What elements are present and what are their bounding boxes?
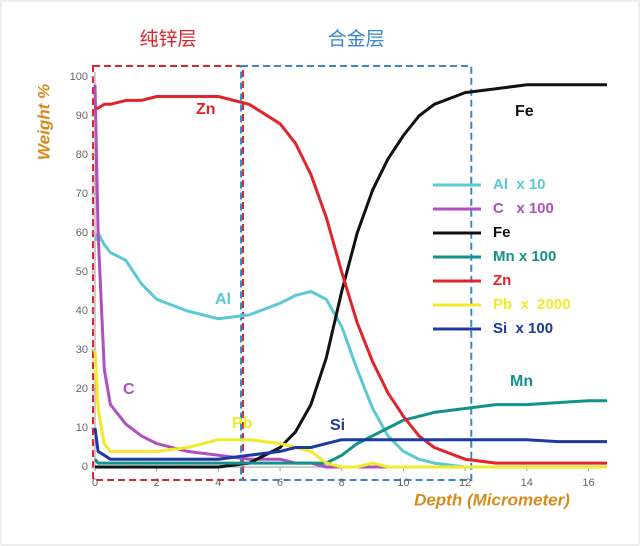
y-tick-label: 40 [76,305,88,317]
x-tick-label: 2 [154,477,160,489]
series-line [93,349,607,469]
y-tick-label: 20 [76,383,88,395]
series-line [93,427,607,461]
legend-label: C x 100 [493,200,554,217]
y-tick-label: 100 [70,71,88,83]
x-tick-label: 8 [339,477,345,489]
y-tick-label: 80 [76,149,88,161]
series-annotation: Pb [232,415,253,432]
region-label: 合金层 [328,28,385,50]
x-tick-label: 14 [521,477,533,489]
y-tick-label: 60 [76,227,88,239]
region-label: 纯锌层 [140,28,197,50]
y-tick-label: 50 [76,266,88,278]
legend-label: Si x 100 [493,320,553,337]
y-tick-label: 0 [82,461,88,473]
y-axis-label: Weight % [34,84,53,160]
x-tick-label: 12 [459,477,471,489]
region-box [240,65,473,481]
y-tick-label: 10 [76,422,88,434]
series-annotation: Al [215,291,231,308]
legend-label: Mn x 100 [493,248,556,265]
legend-label: Fe [493,224,511,241]
series-line [95,83,607,469]
x-axis-label: Depth (Micrometer) [414,490,570,509]
x-tick-label: 4 [215,477,221,489]
y-tick-label: 30 [76,344,88,356]
series-annotation: Zn [196,101,216,118]
x-tick-label: 10 [397,477,409,489]
legend-label: Pb x 2000 [493,296,571,313]
legend-label: Zn [493,272,511,289]
series-annotation: Si [330,417,345,434]
x-tick-label: 0 [92,477,98,489]
y-tick-label: 90 [76,110,88,122]
legend-label: Al x 10 [493,176,546,193]
series-annotation: C [123,381,135,398]
x-tick-label: 6 [277,477,283,489]
y-tick-label: 70 [76,188,88,200]
series-annotation: Fe [515,103,534,120]
region-box [92,65,245,481]
series-line [95,95,607,465]
series-annotation: Mn [510,373,533,390]
x-tick-label: 16 [582,477,594,489]
